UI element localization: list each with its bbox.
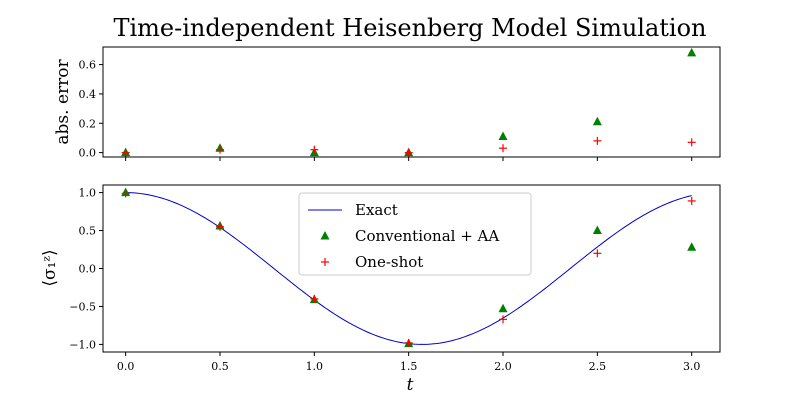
legend-item: One-shot bbox=[321, 253, 423, 271]
plus-marker bbox=[593, 136, 602, 145]
y-tick-label: 0.0 bbox=[79, 263, 97, 276]
y-ticks: −1.0 −0.5 0.0 0.5 1.0 bbox=[69, 187, 103, 351]
plus-marker bbox=[404, 148, 413, 157]
triangle-marker bbox=[687, 47, 697, 57]
y-ticks: 0.0 0.2 0.4 0.6 bbox=[79, 59, 103, 160]
plus-marker bbox=[310, 294, 319, 303]
triangle-marker bbox=[498, 303, 508, 313]
panel-sigma: −1.0−0.50.00.51.0 0.0 0.5 1.0 1.5 2.0 2.5 3.0 … bbox=[40, 184, 721, 395]
y-tick-label: 0.0 bbox=[79, 147, 97, 160]
y-tick-label: 0.6 bbox=[79, 59, 97, 72]
plus-marker bbox=[687, 138, 696, 147]
plus-marker bbox=[321, 258, 329, 266]
x-axis-label: t bbox=[407, 375, 414, 395]
plus-marker bbox=[499, 315, 508, 324]
x-tick-label: 2.0 bbox=[494, 360, 512, 373]
plus-marker bbox=[687, 196, 696, 205]
y-tick-label: 0.2 bbox=[79, 117, 97, 130]
triangle-marker bbox=[498, 131, 508, 140]
plus-marker bbox=[593, 249, 602, 258]
y-axis-label: abs. error bbox=[53, 59, 73, 145]
y-tick-label: 0.5 bbox=[79, 225, 97, 238]
plus-marker bbox=[121, 189, 130, 198]
x-tick-label: 2.5 bbox=[589, 360, 607, 373]
x-tick-label: 0.0 bbox=[117, 360, 135, 373]
legend-label: Conventional + AA bbox=[355, 227, 499, 245]
y-tick-label: 1.0 bbox=[79, 187, 97, 200]
x-ticks bbox=[125, 157, 693, 161]
y-tick-label: 0.4 bbox=[79, 88, 97, 101]
plus-marker bbox=[499, 144, 508, 153]
y-tick-label: −1.0 bbox=[69, 338, 96, 351]
y-tick-label: −0.5 bbox=[69, 300, 96, 313]
panel-abs-error: 0.0 0.2 0.4 0.6 abs. error bbox=[53, 46, 721, 161]
x-tick-label: 0.5 bbox=[211, 360, 229, 373]
x-tick-label: 1.5 bbox=[400, 360, 418, 373]
triangle-marker bbox=[592, 225, 602, 235]
panel-frame bbox=[102, 46, 721, 158]
y-axis-label: ⟨σ₁ᶻ⟩ bbox=[40, 249, 60, 286]
plus-marker bbox=[310, 145, 319, 154]
x-tick-label: 1.0 bbox=[306, 360, 324, 373]
x-tick-label: 3.0 bbox=[683, 360, 701, 373]
x-ticks: 0.0 0.5 1.0 1.5 2.0 2.5 3.0 bbox=[117, 352, 701, 373]
triangle-marker bbox=[687, 242, 697, 251]
plus-marker bbox=[215, 222, 224, 231]
chart-title: Time-independent Heisenberg Model Simula… bbox=[113, 14, 706, 42]
legend-box bbox=[298, 192, 532, 276]
legend-item: Exact bbox=[308, 201, 398, 219]
legend-item: Conventional + AA bbox=[320, 227, 499, 245]
legend-label: One-shot bbox=[355, 253, 423, 271]
plus-marker bbox=[404, 338, 413, 347]
plus-marker bbox=[215, 145, 224, 154]
plus-marker bbox=[121, 148, 130, 157]
legend: Exact Conventional + AA One-shot bbox=[298, 192, 532, 276]
legend-label: Exact bbox=[355, 201, 398, 219]
data-marks bbox=[121, 47, 697, 157]
data-marks bbox=[121, 187, 697, 348]
triangle-marker bbox=[592, 116, 602, 126]
triangle-marker bbox=[320, 231, 330, 240]
